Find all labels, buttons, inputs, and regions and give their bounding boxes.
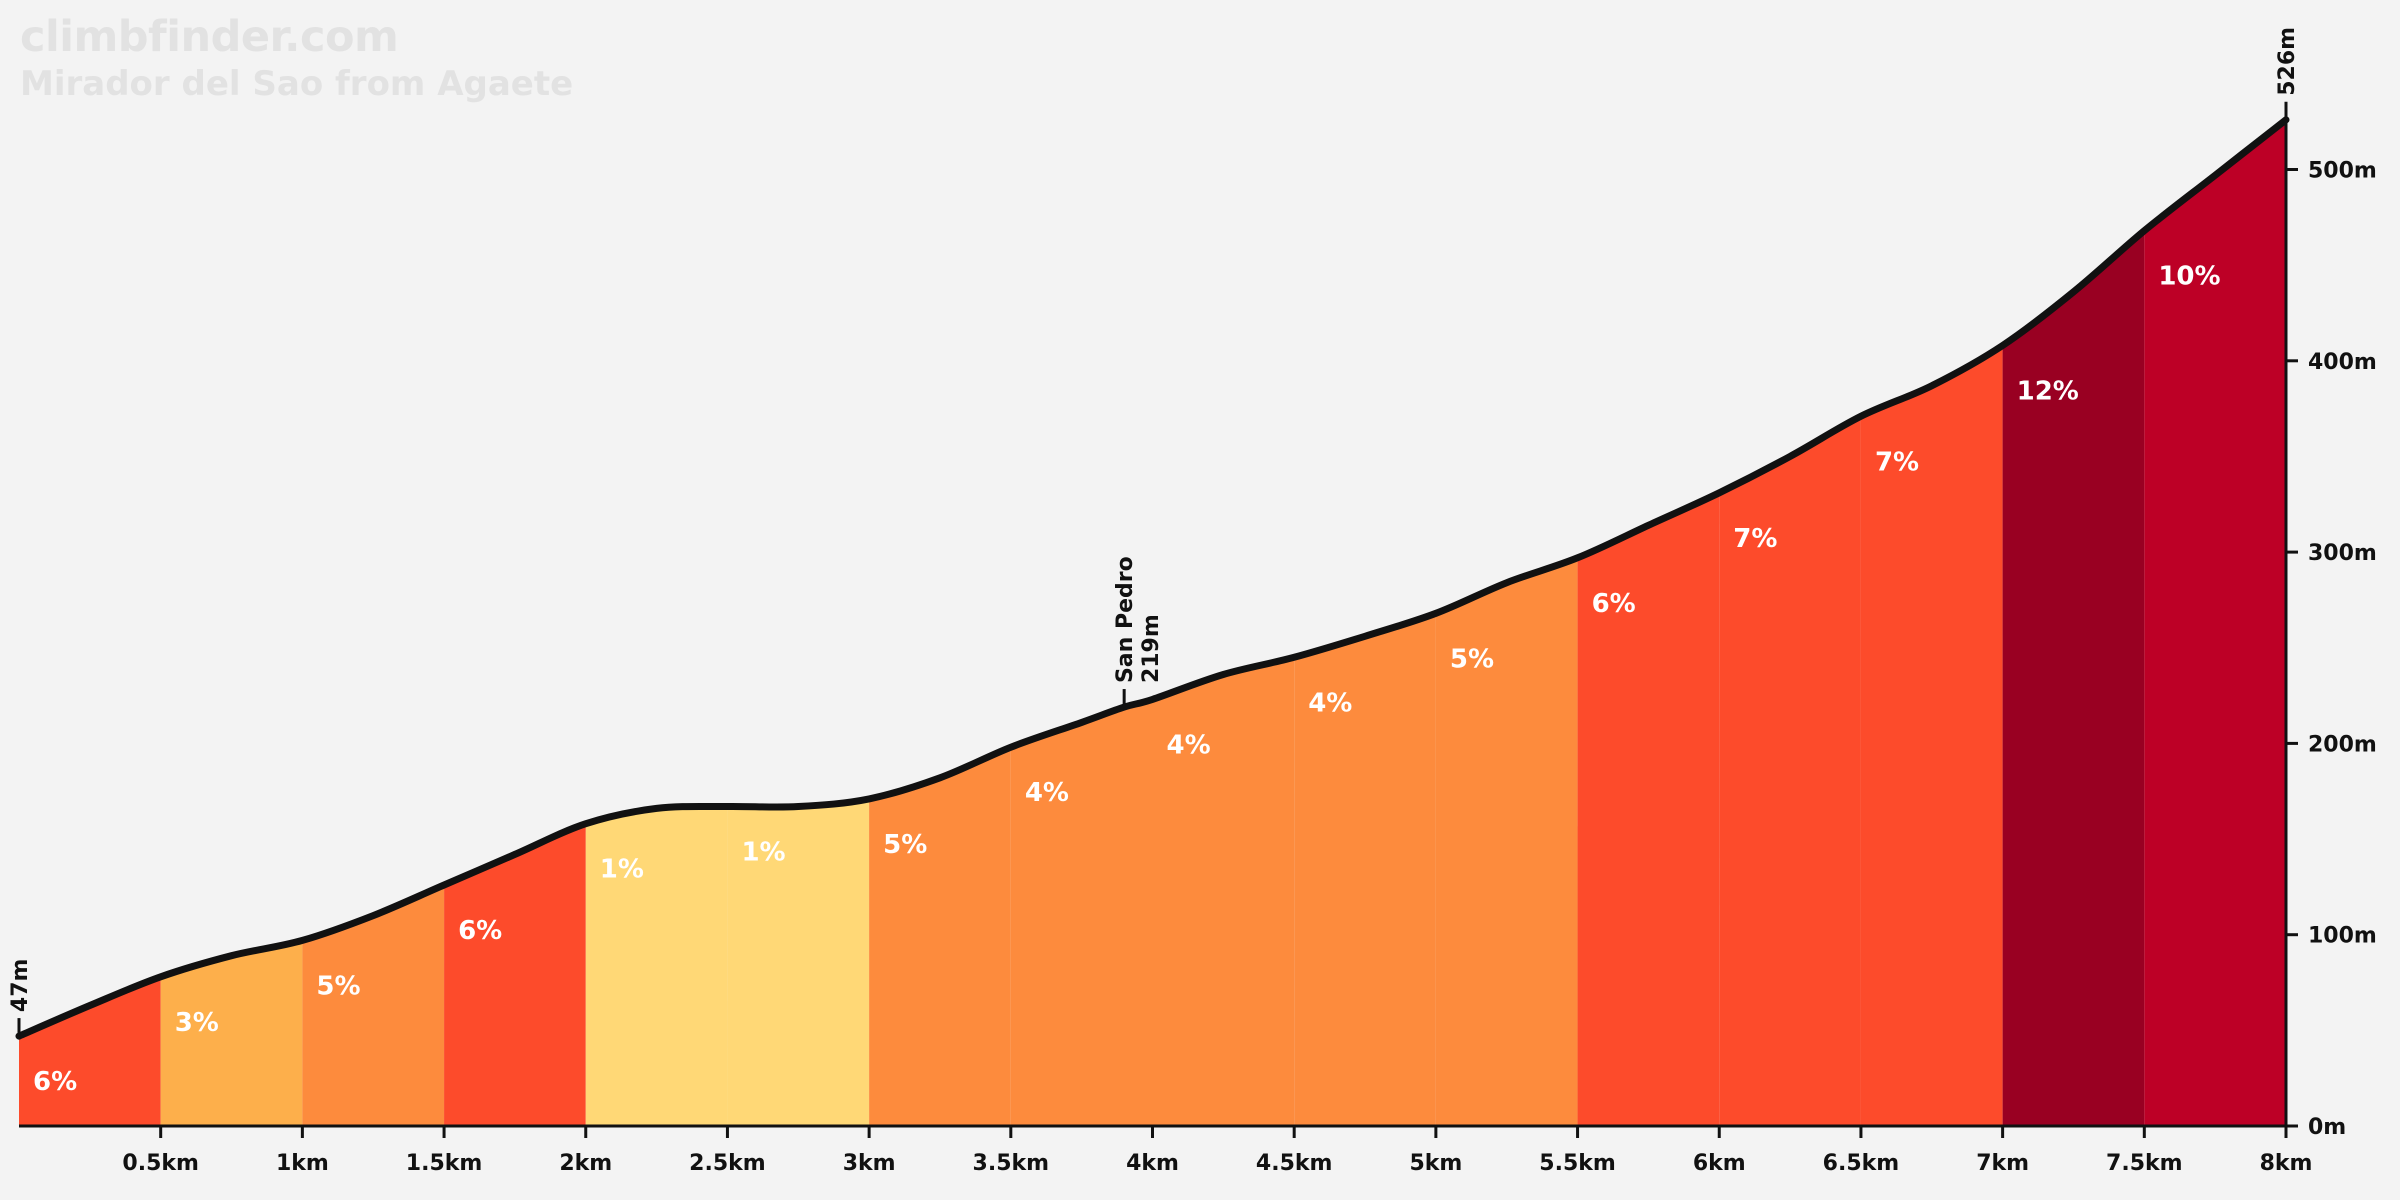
- annotation-label: San Pedro: [1113, 556, 1138, 683]
- x-tick-label: 6.5km: [1823, 1151, 1900, 1176]
- grade-label-16: 10%: [2158, 262, 2220, 292]
- x-tick-label: 2.5km: [689, 1151, 766, 1176]
- grade-label-12: 6%: [1592, 589, 1636, 619]
- grade-label-1: 6%: [33, 1067, 77, 1097]
- x-tick-label: 4.5km: [1256, 1151, 1333, 1176]
- segment-fill-10: [1294, 613, 1436, 1126]
- x-tick-label: 3km: [843, 1151, 896, 1176]
- grade-label-9: 4%: [1167, 730, 1211, 760]
- grade-label-7: 5%: [883, 830, 927, 860]
- segment-fill-2: [160, 940, 303, 1126]
- x-tick-label: 5.5km: [1539, 1151, 1616, 1176]
- x-tick-label: 1km: [276, 1151, 329, 1176]
- grade-label-3: 5%: [316, 971, 360, 1001]
- segment-fill-14: [1860, 345, 2003, 1126]
- segment-fill-15: [2002, 230, 2145, 1126]
- segment-fill-8: [1010, 699, 1153, 1126]
- annotation-label: 47m: [8, 959, 33, 1013]
- segment-fill-7: [869, 747, 1011, 1126]
- y-tick-label: 400m: [2308, 350, 2377, 375]
- x-tick-label: 8km: [2260, 1151, 2313, 1176]
- annotation-sublabel: 219m: [1139, 614, 1164, 683]
- grade-label-8: 4%: [1025, 778, 1069, 808]
- segment-fill-13: [1719, 416, 1861, 1126]
- grade-label-6: 1%: [741, 838, 785, 868]
- chart-axes: 0.5km 1km 1.5km 2km 2.5km 3km 3.5km 4km 4.5km 5km…: [19, 119, 2377, 1176]
- climb-title: Mirador del Sao from Agaete: [20, 64, 574, 104]
- segment-fill-9: [1152, 657, 1295, 1126]
- y-tick-label: 200m: [2308, 732, 2377, 757]
- grade-label-14: 7%: [1875, 447, 1919, 477]
- grade-labels: 6% 3% 5% 6% 1% 1% 5% 4% 4% 4% 5% 6% 7% 7% 12% 10%: [33, 262, 2221, 1097]
- x-tick-label: 7.5km: [2106, 1151, 2183, 1176]
- grade-label-5: 1%: [600, 855, 644, 885]
- x-tick-label: 3.5km: [973, 1151, 1050, 1176]
- elevation-annotations: 47m San Pedro 219m 526m: [8, 27, 2300, 1037]
- segment-fill-6: [727, 798, 870, 1126]
- y-tick-label: 100m: [2308, 924, 2377, 949]
- segment-fill-3: [302, 885, 445, 1126]
- x-tick-label: 4km: [1126, 1151, 1179, 1176]
- x-tick-label: 5km: [1409, 1151, 1462, 1176]
- segment-fill-11: [1435, 557, 1578, 1126]
- grade-label-13: 7%: [1733, 524, 1777, 554]
- grade-label-15: 12%: [2017, 376, 2079, 406]
- segment-fill-5: [585, 806, 728, 1126]
- x-tick-label: 7km: [1976, 1151, 2029, 1176]
- segment-fill-1: [19, 976, 161, 1126]
- x-tick-label: 2km: [559, 1151, 612, 1176]
- grade-label-11: 5%: [1450, 644, 1494, 674]
- x-tick-label: 6km: [1693, 1151, 1746, 1176]
- elevation-profile-line: [15, 116, 2290, 1040]
- brand-watermark: climbfinder.com Mirador del Sao from Aga…: [20, 12, 574, 104]
- y-tick-label: 500m: [2308, 159, 2377, 184]
- grade-label-4: 6%: [458, 916, 502, 946]
- gradient-segments: [19, 119, 2286, 1127]
- y-tick-label: 0m: [2308, 1115, 2346, 1140]
- annotation-label: 526m: [2275, 27, 2300, 96]
- segment-fill-12: [1577, 492, 1720, 1126]
- segment-fill-16: [2144, 119, 2286, 1127]
- grade-label-2: 3%: [175, 1008, 219, 1038]
- site-name: climbfinder.com: [20, 12, 399, 62]
- segment-fill-4: [444, 823, 586, 1126]
- grade-label-10: 4%: [1308, 688, 1352, 718]
- x-tick-label: 1.5km: [406, 1151, 483, 1176]
- y-tick-label: 300m: [2308, 541, 2377, 566]
- x-tick-label: 0.5km: [122, 1151, 199, 1176]
